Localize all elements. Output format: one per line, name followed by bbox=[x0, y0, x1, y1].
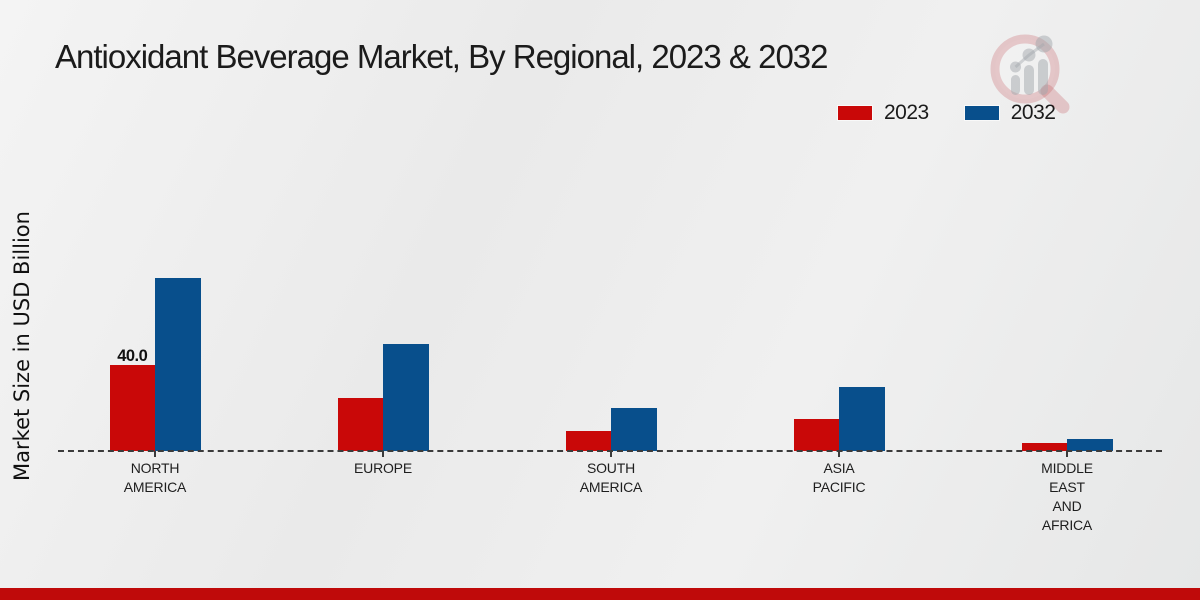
magnifier-bar-chart-logo-icon bbox=[990, 34, 1070, 114]
category-label-south-america: SOUTH AMERICA bbox=[579, 460, 643, 495]
x-axis-baseline bbox=[58, 450, 1162, 452]
axis-tick-europe bbox=[382, 451, 384, 457]
bar-2023-asia-pacific bbox=[793, 419, 839, 451]
legend-item-2032: 2032 bbox=[964, 101, 1056, 125]
bar-value-label-2023-north-america: 40.0 bbox=[117, 346, 148, 365]
bar-2023-middle-east-and-africa bbox=[1021, 443, 1067, 451]
bar-2032-south-america bbox=[611, 408, 657, 451]
axis-tick-middle-east-and-africa bbox=[1066, 451, 1068, 457]
legend-swatch-2032 bbox=[964, 106, 999, 120]
axis-tick-asia-pacific bbox=[838, 451, 840, 457]
bar-2032-europe bbox=[383, 343, 429, 451]
legend-label-2032: 2032 bbox=[1010, 101, 1056, 124]
category-label-asia-pacific: ASIA PACIFIC bbox=[812, 460, 866, 495]
category-label-north-america: NORTH AMERICA bbox=[123, 460, 187, 495]
legend-label-2023: 2023 bbox=[884, 101, 929, 124]
legend-swatch-2023 bbox=[838, 106, 872, 120]
bar-2032-middle-east-and-africa bbox=[1067, 439, 1113, 451]
axis-tick-north-america bbox=[154, 451, 156, 457]
page-title: Antioxidant Beverage Market, By Regional… bbox=[55, 38, 829, 75]
y-axis-label: Market Size in USD Billion bbox=[10, 211, 34, 481]
bar-2023-europe bbox=[337, 398, 383, 451]
legend: 2023 2032 bbox=[838, 101, 1056, 125]
bar-2023-north-america bbox=[109, 364, 155, 451]
bar-2032-north-america bbox=[155, 278, 201, 451]
category-label-middle-east-and-africa: MIDDLE EAST AND AFRICA bbox=[1041, 460, 1093, 533]
axis-tick-south-america bbox=[610, 451, 612, 457]
legend-item-2023: 2023 bbox=[838, 101, 929, 125]
footer-accent-strip bbox=[0, 588, 1200, 600]
category-label-europe: EUROPE bbox=[354, 460, 412, 476]
bar-2032-asia-pacific bbox=[839, 386, 885, 451]
bar-2023-south-america bbox=[565, 430, 611, 451]
